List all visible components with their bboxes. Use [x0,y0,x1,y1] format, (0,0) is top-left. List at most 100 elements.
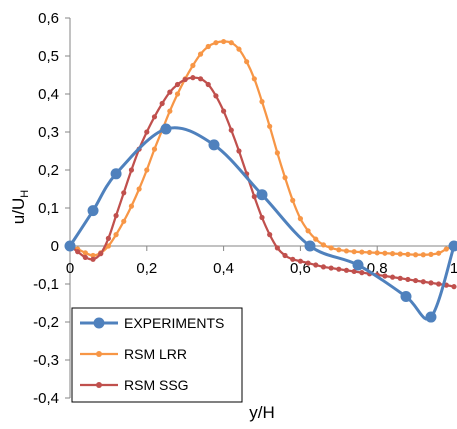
data-point-rsm-lrr [229,40,234,45]
x-tick-label: 0,4 [213,260,234,277]
data-point-rsm-lrr [275,150,280,155]
data-point-rsm-lrr [113,232,118,237]
data-point-rsm-ssg [382,273,387,278]
data-point-rsm-lrr [413,252,418,257]
legend: EXPERIMENTS RSM LRR RSM SSG [72,308,242,402]
data-point-rsm-lrr [236,47,241,52]
data-point-experiments [257,189,268,200]
data-point-rsm-ssg [198,76,203,81]
data-point-rsm-lrr [206,44,211,49]
data-point-rsm-ssg [390,275,395,280]
data-point-rsm-ssg [190,75,195,80]
data-point-rsm-ssg [167,90,172,95]
data-point-rsm-lrr [198,52,203,57]
y-tick-label: -0,3 [33,352,59,369]
data-point-rsm-ssg [98,251,103,256]
data-point-rsm-ssg [321,264,326,269]
y-tick-label: 0,1 [38,200,59,217]
data-point-rsm-lrr [336,247,341,252]
data-point-rsm-lrr [290,198,295,203]
data-point-rsm-ssg [106,236,111,241]
y-axis-label-main: u/U [9,198,28,224]
data-point-rsm-ssg [129,167,134,172]
y-tick-label: 0,5 [38,48,59,65]
data-point-rsm-ssg [75,249,80,254]
data-point-rsm-ssg [313,262,318,267]
legend-label: EXPERIMENTS [124,315,224,331]
data-point-rsm-lrr [367,250,372,255]
data-point-rsm-lrr [190,63,195,68]
y-tick-label: -0,2 [33,314,59,331]
data-point-rsm-ssg [398,276,403,281]
data-point-rsm-lrr [175,91,180,96]
data-point-rsm-lrr [344,248,349,253]
legend-marker [96,382,102,388]
data-point-rsm-ssg [344,268,349,273]
legend-label: RSM SSG [124,377,189,393]
data-point-rsm-lrr [244,59,249,64]
data-point-rsm-lrr [313,237,318,242]
data-point-rsm-lrr [352,249,357,254]
data-point-rsm-lrr [405,252,410,257]
y-tick-label: 0,4 [38,86,59,103]
data-point-rsm-ssg [206,82,211,87]
legend-marker [96,351,102,357]
data-point-rsm-lrr [436,251,441,256]
data-point-rsm-lrr [428,252,433,257]
data-point-rsm-lrr [167,109,172,114]
y-tick-label: 0 [51,238,59,255]
data-point-rsm-ssg [267,232,272,237]
y-tick-label: 0,3 [38,124,59,141]
x-tick-label: 0 [66,260,74,277]
y-tick-label: -0,1 [33,276,59,293]
data-point-rsm-lrr [359,249,364,254]
data-point-rsm-lrr [121,219,126,224]
data-point-rsm-ssg [160,101,165,106]
data-point-rsm-lrr [252,76,257,81]
data-point-rsm-lrr [298,216,303,221]
data-point-rsm-ssg [213,93,218,98]
data-point-rsm-ssg [282,253,287,258]
data-point-rsm-lrr [137,186,142,191]
data-point-rsm-ssg [90,257,95,262]
data-point-rsm-ssg [121,190,126,195]
data-point-rsm-ssg [428,280,433,285]
data-point-rsm-ssg [144,129,149,134]
data-point-rsm-lrr [129,204,134,209]
data-point-rsm-lrr [444,246,449,251]
data-point-rsm-ssg [252,194,257,199]
data-point-rsm-ssg [175,82,180,87]
data-point-rsm-lrr [398,251,403,256]
x-tick-label: 0,2 [136,260,157,277]
data-point-rsm-ssg [259,215,264,220]
data-point-rsm-lrr [267,124,272,129]
data-point-rsm-ssg [305,261,310,266]
data-point-rsm-lrr [83,250,88,255]
data-point-experiments [161,123,172,134]
data-point-rsm-ssg [405,277,410,282]
data-point-experiments [111,168,122,179]
data-point-experiments [88,205,99,216]
data-point-rsm-lrr [390,251,395,256]
data-point-rsm-ssg [113,213,118,218]
data-point-rsm-lrr [282,175,287,180]
data-point-rsm-ssg [298,259,303,264]
data-point-rsm-lrr [329,245,334,250]
y-tick-label: 0,2 [38,162,59,179]
legend-label: RSM LRR [124,346,187,362]
data-point-rsm-ssg [275,245,280,250]
data-point-rsm-lrr [421,252,426,257]
y-tick-label: 0,6 [38,10,59,27]
data-point-rsm-ssg [152,114,157,119]
data-point-rsm-ssg [336,267,341,272]
data-point-rsm-ssg [229,128,234,133]
data-point-rsm-ssg [236,148,241,153]
data-point-rsm-lrr [259,99,264,104]
data-point-rsm-lrr [305,228,310,233]
data-point-rsm-lrr [152,147,157,152]
data-point-experiments [65,241,76,252]
y-axis-label-subscript: H [19,190,31,198]
x-axis-label: y/H [249,403,275,422]
